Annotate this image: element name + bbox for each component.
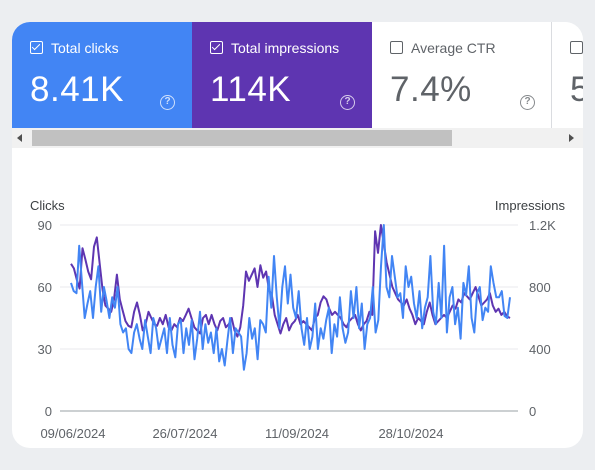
left-tick-label: 60 [38,280,52,295]
performance-chart: Clicks Impressions 0 30 60 90 0 400 800 1.2K 0… [30,198,566,441]
checkbox-icon[interactable] [30,41,43,54]
metric-label: Average CTR [411,40,496,56]
metric-tiles: Total clicks 8.41K ? Total impressions 1… [12,22,583,128]
left-tick-label: 90 [38,218,52,233]
right-tick-label: 400 [529,342,551,357]
horizontal-scrollbar[interactable] [12,128,583,148]
checkbox-icon[interactable] [390,41,403,54]
right-axis-ticks: 0 400 800 1.2K [529,218,556,419]
left-tick-label: 0 [45,404,52,419]
help-icon[interactable]: ? [520,95,535,110]
left-axis-title: Clicks [30,198,65,213]
chart-gridlines [60,224,518,412]
scroll-right-icon[interactable] [569,134,574,142]
clicks-series-line [70,224,511,371]
x-tick-label: 28/10/2024 [378,426,443,441]
metric-value: 5 [570,70,583,109]
scrollbar-thumb[interactable] [32,130,452,146]
right-tick-label: 800 [529,280,551,295]
metric-value: 7.4% [390,70,472,109]
help-icon[interactable]: ? [340,95,355,110]
x-tick-label: 11/09/2024 [265,426,329,441]
checkbox-icon[interactable] [210,41,223,54]
metric-label: Total clicks [51,40,119,56]
checkbox-icon[interactable] [570,41,583,54]
metric-value: 114K [210,70,292,109]
right-tick-label: 0 [529,404,536,419]
chart-series [70,224,511,371]
right-axis-title: Impressions [495,198,566,213]
performance-card: Total clicks 8.41K ? Total impressions 1… [12,22,583,448]
metric-tile-total-impressions[interactable]: Total impressions 114K ? [192,22,372,128]
metric-tile-average-ctr[interactable]: Average CTR 7.4% ? [372,22,552,128]
metric-value: 8.41K [30,70,124,109]
x-tick-label: 26/07/2024 [152,426,217,441]
x-tick-label: 09/06/2024 [40,426,105,441]
metric-tile-total-clicks[interactable]: Total clicks 8.41K ? [12,22,192,128]
right-tick-label: 1.2K [529,218,556,233]
left-tick-label: 30 [38,342,52,357]
metric-label: Total impressions [231,40,340,56]
x-axis-ticks: 09/06/2024 26/07/2024 11/09/2024 28/10/2024 [40,426,443,441]
metric-tile-average-position[interactable]: 5 [552,22,583,128]
help-icon[interactable]: ? [160,95,175,110]
left-axis-ticks: 0 30 60 90 [38,218,52,419]
scroll-left-icon[interactable] [17,134,22,142]
